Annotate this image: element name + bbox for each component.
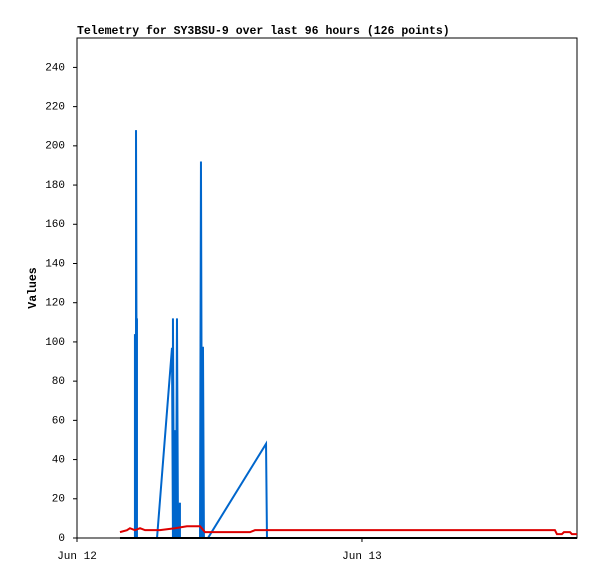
y-tick-label: 180 [45,180,65,192]
y-tick-label: 100 [45,337,65,349]
y-tick-label: 220 [45,102,65,114]
y-tick-label: 80 [52,376,65,388]
y-tick-label: 20 [52,494,65,506]
y-tick-label: 0 [58,533,65,545]
y-tick-label: 240 [45,62,65,74]
y-tick-label: 40 [52,454,65,466]
y-tick-label: 140 [45,258,65,270]
y-tick-label: 160 [45,219,65,231]
y-axis-label: Values [27,267,40,309]
x-tick-label: Jun 13 [342,551,382,563]
y-tick-label: 200 [45,141,65,153]
chart-title: Telemetry for SY3BSU-9 over last 96 hour… [77,25,450,38]
plot-frame [76,37,578,539]
series-line [133,130,268,539]
y-tick-label: 120 [45,298,65,310]
series-line [119,525,577,536]
x-tick-label: Jun 12 [57,551,97,563]
y-tick-label: 60 [52,415,65,427]
